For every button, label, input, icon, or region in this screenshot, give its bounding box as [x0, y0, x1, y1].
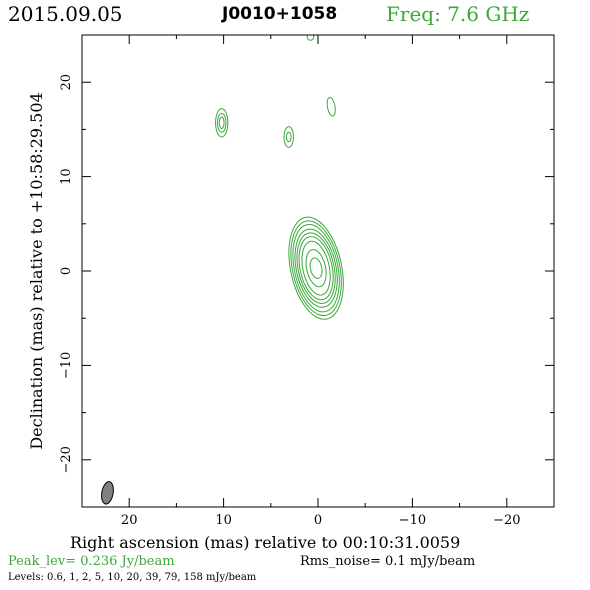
contour-ring: [326, 96, 336, 117]
contour-ring: [305, 249, 327, 288]
component-knot-d: [306, 35, 315, 41]
contour-ring: [285, 131, 292, 143]
x-axis-label: Right ascension (mas) relative to 00:10:…: [70, 533, 461, 552]
contour-ring: [216, 112, 227, 133]
component-knot-b: [283, 126, 294, 148]
restoring-beam: [101, 481, 114, 505]
observing-frequency: Freq: 7.6 GHz: [386, 2, 530, 26]
x-tick-label: −10: [399, 513, 426, 528]
axis-ticks: 20 10 0 −10 −20 20 10 0 −10 −20: [59, 34, 555, 528]
contour-ring: [296, 232, 336, 304]
x-tick-label: 20: [121, 513, 138, 528]
y-tick-label: 20: [59, 74, 74, 91]
rms-noise: Rms_noise= 0.1 mJy/beam: [300, 554, 476, 569]
observation-date: 2015.09.05: [8, 2, 123, 26]
contour-ring: [283, 126, 294, 148]
contour-ring: [306, 35, 315, 41]
component-core: [288, 216, 344, 320]
contour-ring: [292, 224, 340, 313]
source-name: J0010+1058: [222, 4, 338, 24]
contour-ring: [301, 240, 331, 296]
peak-level: Peak_lev= 0.236 Jy/beam: [8, 554, 175, 569]
component-knot-a: [215, 108, 229, 138]
y-tick-label: 10: [59, 168, 74, 185]
y-axis-label: Declination (mas) relative to +10:58:29.…: [27, 92, 46, 449]
contour-ring: [288, 216, 344, 320]
y-tick-label: 0: [59, 267, 74, 275]
contour-layer: [215, 35, 344, 320]
beam-layer: [101, 481, 114, 505]
x-tick-label: 0: [314, 513, 322, 528]
y-tick-label: −20: [59, 446, 74, 473]
component-knot-c: [326, 96, 336, 117]
contour-ring: [309, 257, 323, 279]
contour-ring: [294, 228, 338, 308]
x-tick-label: 10: [215, 513, 232, 528]
contour-ring: [215, 108, 229, 138]
contour-ring: [290, 220, 342, 317]
plot-frame: [81, 34, 555, 508]
y-tick-label: −10: [59, 352, 74, 379]
contour-ring: [298, 236, 334, 301]
contour-levels: Levels: 0.6, 1, 2, 5, 10, 20, 39, 79, 15…: [8, 572, 257, 583]
contour-ring: [218, 116, 225, 129]
x-tick-label: −20: [493, 513, 520, 528]
